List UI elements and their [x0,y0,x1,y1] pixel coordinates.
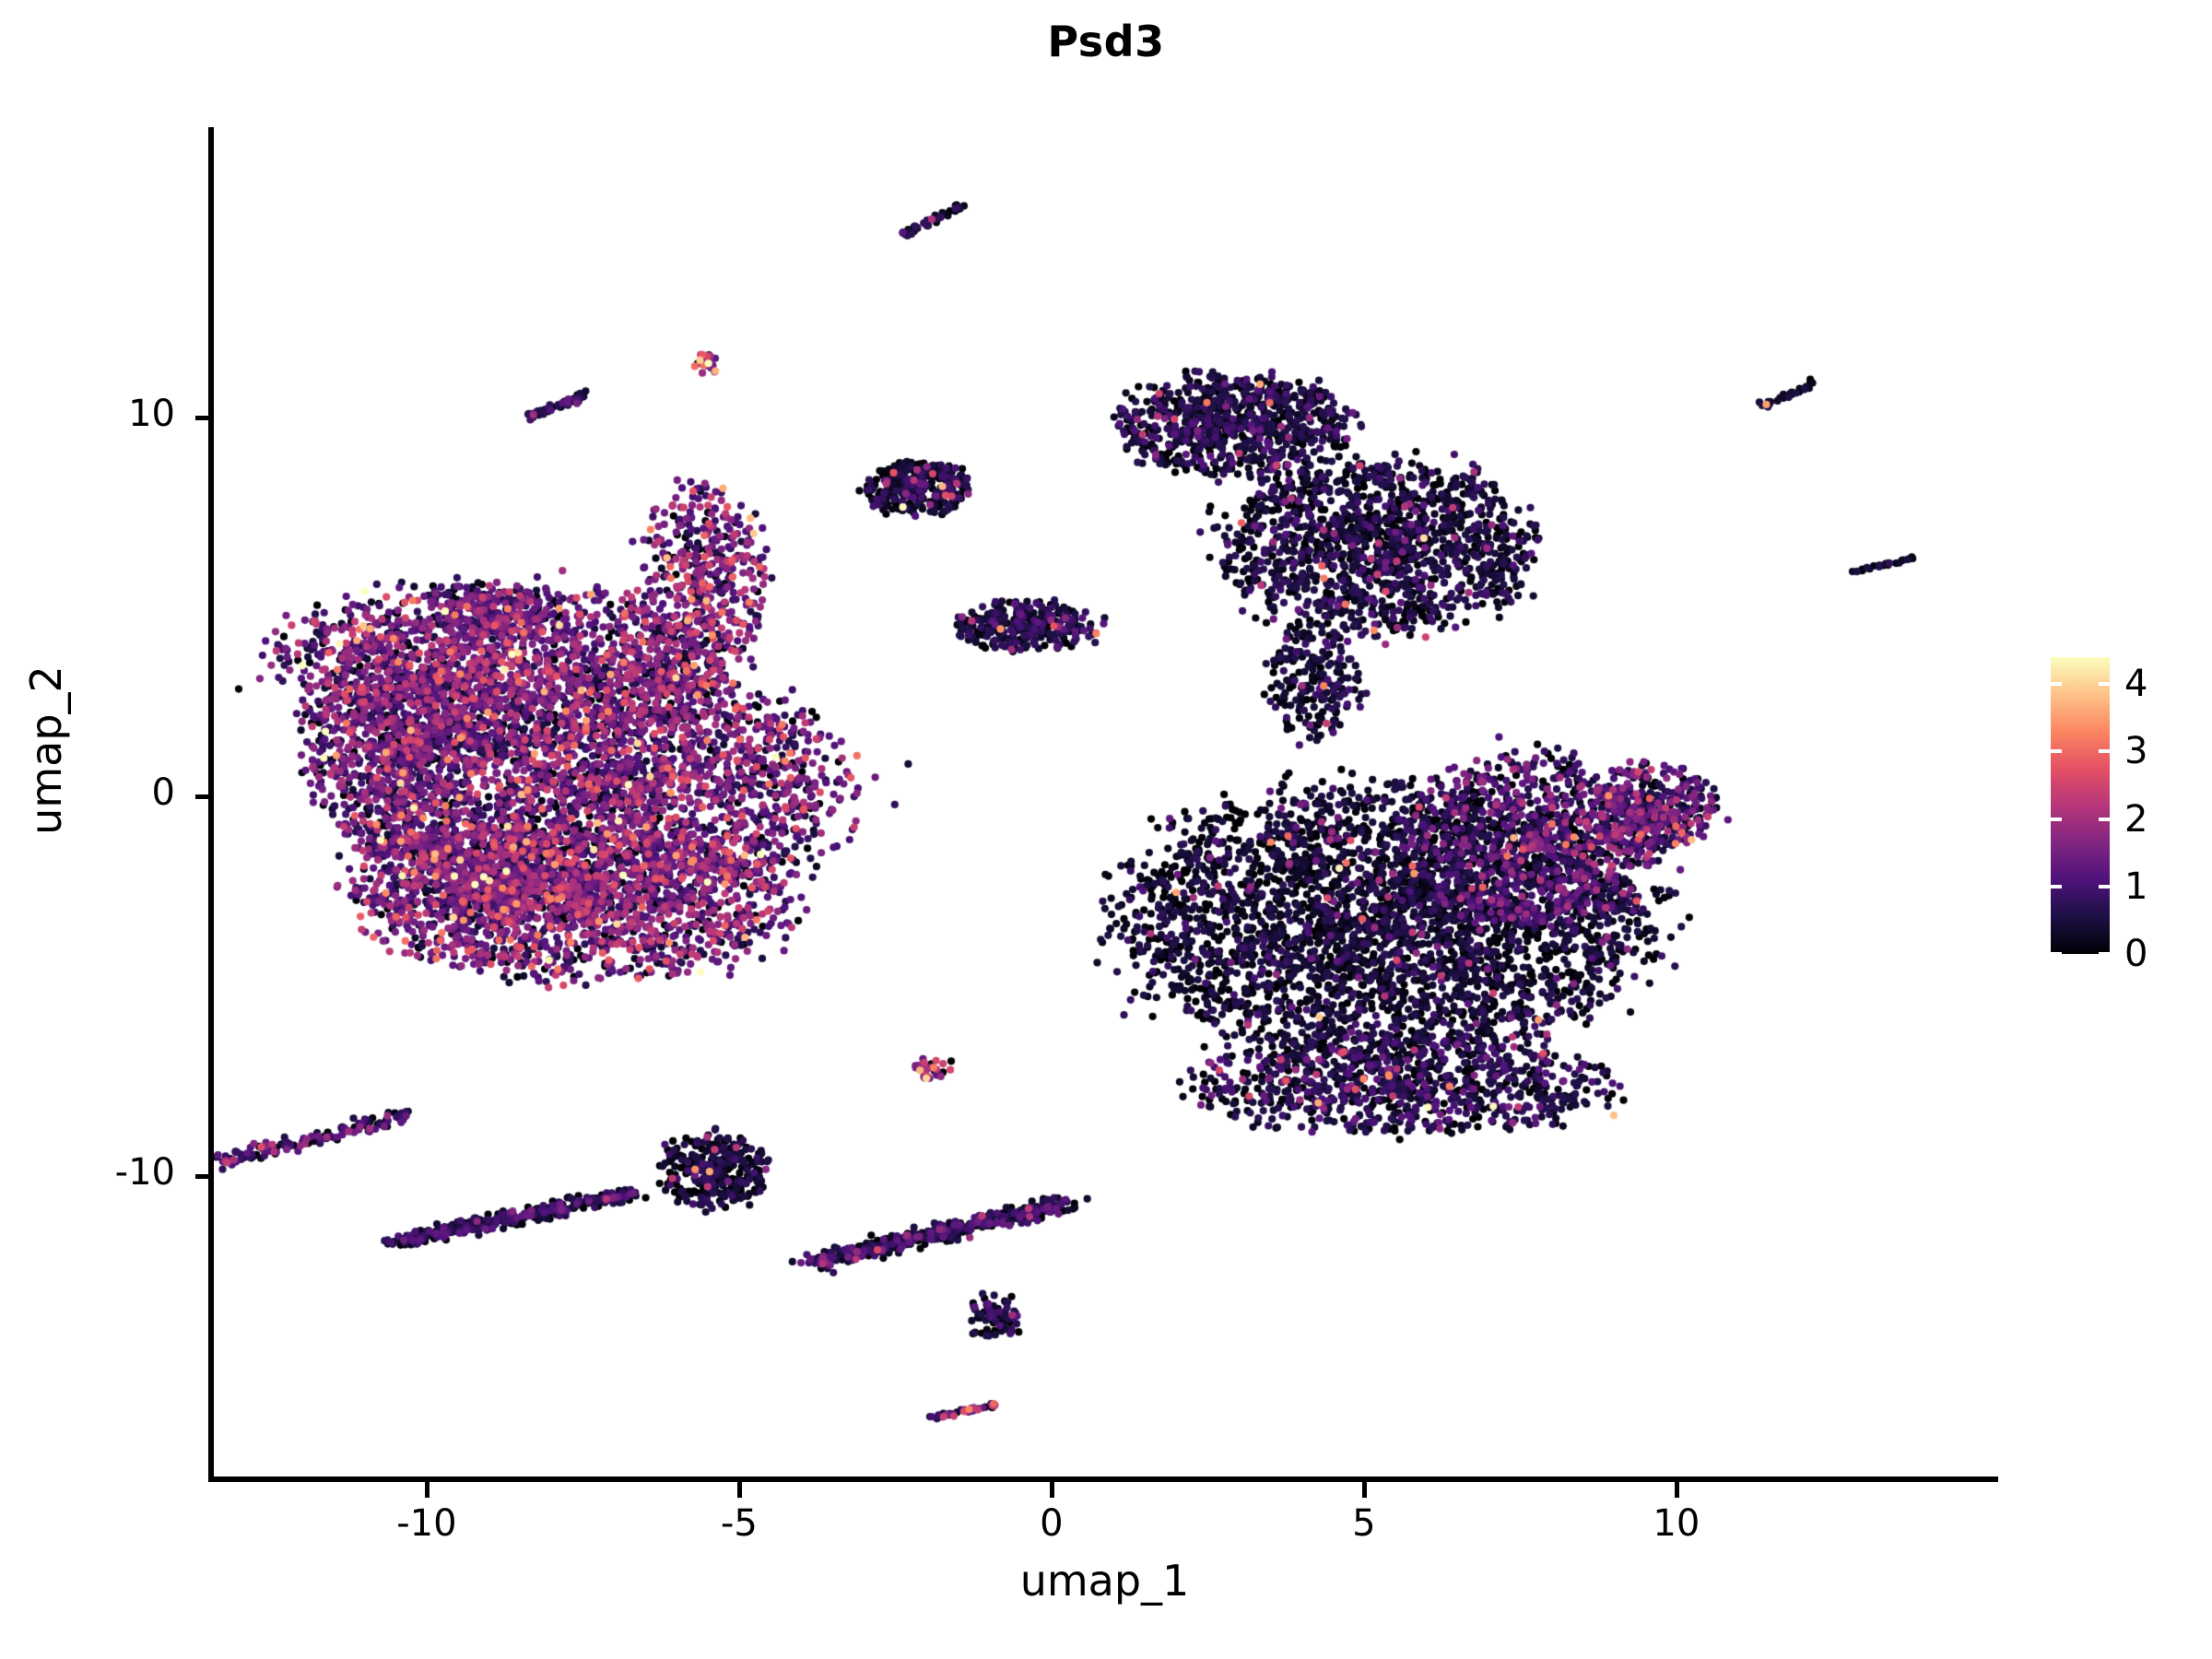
colorbar-tick-label: 2 [2124,797,2148,841]
x-tick-mark [1674,1482,1679,1498]
colorbar-tick-label: 1 [2124,865,2148,908]
y-tick-mark [195,415,211,420]
y-tick-label: 10 [128,392,175,435]
colorbar-tick-mark [2051,884,2062,888]
y-tick-mark [195,1173,211,1179]
scatter-plot-canvas [211,129,1998,1479]
x-tick-label: 5 [1352,1502,1376,1545]
x-axis-label: umap_1 [1019,1556,1190,1606]
colorbar-tick-mark [2099,884,2110,888]
colorbar-tick-mark [2051,682,2062,687]
y-axis-label: umap_2 [21,665,71,835]
y-tick-label: 0 [151,771,175,815]
x-tick-mark [1049,1482,1054,1498]
x-tick-mark [424,1482,429,1498]
colorbar-gradient [2051,657,2110,954]
colorbar-tick-mark [2099,749,2110,754]
colorbar-tick-mark [2099,682,2110,687]
x-tick-mark [736,1482,742,1498]
colorbar-tick-mark [2099,952,2110,956]
y-tick-label: -10 [114,1150,175,1194]
x-tick-mark [1361,1482,1367,1498]
colorbar-tick-label: 4 [2124,663,2148,706]
colorbar-tick-mark [2099,817,2110,821]
x-tick-label: 0 [1040,1502,1064,1545]
page-title: Psd3 [1047,17,1165,66]
y-tick-mark [195,794,211,800]
x-tick-label: -10 [396,1502,457,1545]
plot-area [211,129,1998,1479]
colorbar-tick-label: 0 [2124,933,2148,975]
colorbar-tick-mark [2051,952,2062,956]
x-tick-label: 10 [1653,1502,1700,1545]
x-tick-label: -5 [720,1502,758,1545]
x-axis-spine [208,1477,1998,1482]
y-axis-spine [208,127,214,1482]
colorbar-tick-label: 3 [2124,730,2148,773]
colorbar-tick-mark [2051,749,2062,754]
colorbar-tick-mark [2051,817,2062,821]
colorbar [2051,657,2110,956]
